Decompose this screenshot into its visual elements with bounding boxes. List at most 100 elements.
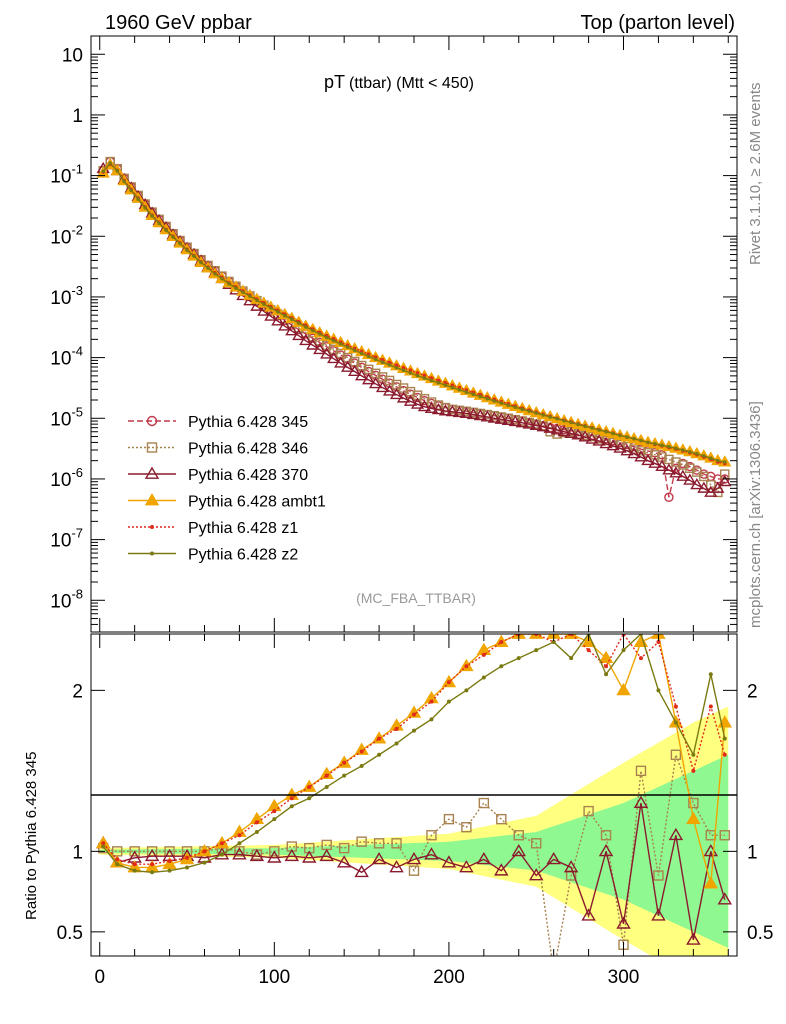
ratio-point-z2 xyxy=(464,688,469,693)
ratio-point-346 xyxy=(531,838,542,849)
main-point-z2 xyxy=(688,450,692,454)
main-point-370 xyxy=(445,404,460,417)
main-point-z2 xyxy=(541,413,545,417)
main-point-z2 xyxy=(695,451,699,456)
main-point-370 xyxy=(410,397,425,409)
ratio-axis-label: Ratio to Pythia 6.428 345 xyxy=(23,752,40,920)
main-point-z1 xyxy=(408,368,413,372)
ratio-point-z2 xyxy=(394,741,399,746)
main-point-z2 xyxy=(625,435,629,439)
main-point-370 xyxy=(494,412,508,424)
main-point-z2 xyxy=(471,392,476,397)
header-left: 1960 GeV ppbar xyxy=(105,12,252,34)
ratio-point-370 xyxy=(302,850,317,863)
main-point-370 xyxy=(718,474,732,487)
main-point-z2 xyxy=(576,422,580,427)
ratio-point-z2 xyxy=(219,852,224,857)
ratio-point-370 xyxy=(581,908,596,921)
ratio-point-z2 xyxy=(412,728,416,733)
main-ytick-label: 10-4 xyxy=(50,344,83,370)
ratio-point-z2 xyxy=(604,672,609,677)
ratio-point-370 xyxy=(651,908,666,921)
ratio-point-346 xyxy=(391,838,402,849)
legend-item-z2: Pythia 6.428 z2 xyxy=(128,547,298,564)
main-point-370 xyxy=(508,414,522,427)
ratio-point-z1 xyxy=(101,841,106,846)
main-point-346 xyxy=(426,397,437,407)
main-point-370 xyxy=(354,369,369,381)
ratio-point-z1 xyxy=(708,704,713,709)
main-point-z1 xyxy=(422,373,427,378)
legend-marker xyxy=(146,442,158,453)
legend-item-370: Pythia 6.428 370 xyxy=(128,466,308,484)
ratio-point-346 xyxy=(600,830,612,841)
legend-item-345: Pythia 6.428 345 xyxy=(128,414,308,431)
main-point-z2 xyxy=(646,440,650,445)
main-point-370 xyxy=(466,407,480,420)
ratio-point-z2 xyxy=(272,817,277,822)
main-point-370 xyxy=(431,403,446,415)
main-point-z2 xyxy=(667,444,671,449)
main-point-z2 xyxy=(702,454,706,458)
legend-item-z1: Pythia 6.428 z1 xyxy=(128,520,298,537)
main-point-z2 xyxy=(597,428,601,432)
ratio-point-370 xyxy=(441,855,457,868)
stat-uncertainty-band xyxy=(99,754,729,948)
ratio-point-z2 xyxy=(237,841,242,846)
ratio-point-346 xyxy=(129,846,140,857)
ratio-point-z1 xyxy=(377,736,382,741)
main-point-346 xyxy=(671,457,681,467)
ratio-point-ambt1 xyxy=(703,876,719,889)
main-point-z2 xyxy=(289,317,294,321)
ratio-point-z1 xyxy=(673,704,678,709)
ratio-point-z2 xyxy=(185,865,190,870)
main-point-z2 xyxy=(548,415,552,419)
ratio-point-346 xyxy=(513,830,524,841)
ratio-point-ambt1 xyxy=(319,766,334,779)
legend-item-346: Pythia 6.428 346 xyxy=(128,441,308,458)
main-point-370 xyxy=(389,387,404,400)
ratio-series-z1 xyxy=(101,634,727,867)
ratio-point-346 xyxy=(269,846,280,857)
main-point-370 xyxy=(655,459,669,472)
ratio-series-z2 xyxy=(101,634,727,875)
ratio-point-z1 xyxy=(185,855,190,860)
ratio-point-z2 xyxy=(101,844,106,849)
main-point-z2 xyxy=(715,458,720,463)
main-point-370 xyxy=(564,426,578,439)
main-point-z2 xyxy=(709,456,713,460)
main-series-group xyxy=(96,156,732,502)
main-point-z2 xyxy=(492,399,497,403)
ratio-point-z1 xyxy=(289,796,294,801)
ratio-point-346 xyxy=(234,846,245,857)
main-point-z1 xyxy=(415,371,420,375)
ratio-point-z2 xyxy=(429,717,434,722)
ratio-point-370 xyxy=(336,855,352,868)
main-point-370 xyxy=(327,351,341,364)
main-point-370 xyxy=(697,481,711,493)
ratio-point-z1 xyxy=(412,712,416,717)
ratio-point-ambt1 xyxy=(528,634,544,639)
rivet-label: Rivet 3.1.10, ≥ 2.6M events xyxy=(747,83,764,266)
xtick-label: 300 xyxy=(608,967,640,988)
main-point-z2 xyxy=(248,294,252,298)
main-point-z2 xyxy=(478,394,483,399)
main-point-370 xyxy=(501,413,515,425)
main-point-370 xyxy=(522,417,536,429)
ratio-point-346 xyxy=(496,813,507,825)
main-point-z2 xyxy=(401,368,406,372)
ratio-point-346 xyxy=(478,797,490,809)
main-point-z2 xyxy=(674,446,678,451)
main-point-370 xyxy=(529,418,543,430)
ratio-point-370 xyxy=(616,916,631,929)
main-point-z2 xyxy=(422,376,427,380)
legend-label: Pythia 6.428 z1 xyxy=(188,520,298,537)
xtick-label: 0 xyxy=(94,967,105,988)
ratio-point-346 xyxy=(443,813,455,825)
main-point-z1 xyxy=(394,363,399,367)
main-point-370 xyxy=(438,404,453,416)
ratio-point-z1 xyxy=(656,640,661,645)
ratio-point-z2 xyxy=(621,648,626,653)
main-point-z2 xyxy=(722,460,727,464)
main-point-370 xyxy=(662,463,676,475)
